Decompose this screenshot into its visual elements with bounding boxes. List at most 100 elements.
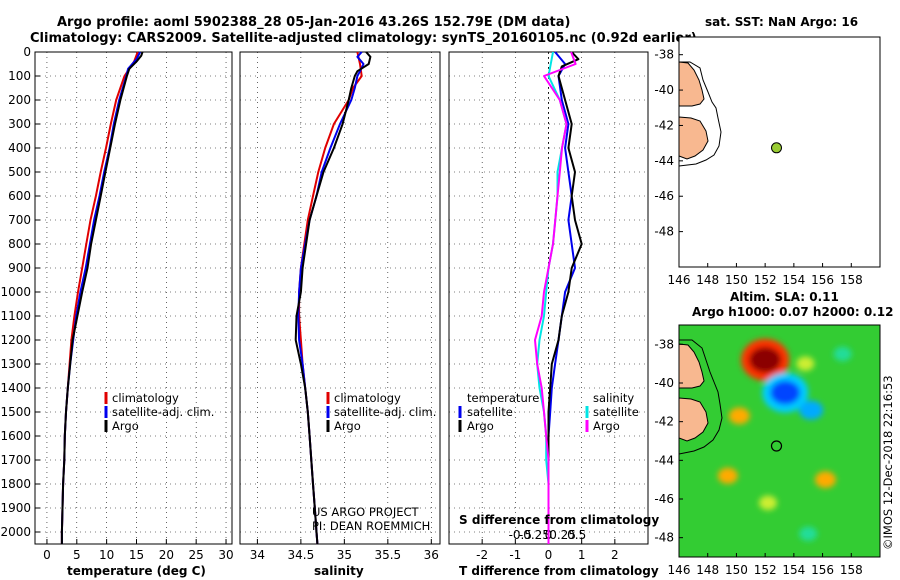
- credit-project: US ARGO PROJECT: [312, 505, 420, 519]
- lon-tick-label: 148: [696, 563, 719, 577]
- sla-map-title: Altim. SLA: 0.11: [730, 290, 839, 304]
- sla-anomaly-cell: [770, 380, 801, 405]
- s-tick-label: 0.25: [549, 528, 576, 542]
- sla-map-ticks: 146 148 150 152 154 156 158 -38 -40 -42 -44 -46 -48: [654, 337, 862, 577]
- depth-tick-label: 800: [8, 237, 31, 251]
- depth-tick-label: 1700: [0, 453, 31, 467]
- sla-anomaly-cell: [749, 347, 782, 373]
- lon-tick-label: 146: [668, 273, 691, 287]
- temperature-series: [60, 51, 144, 544]
- series-line-argo: [294, 51, 372, 545]
- x-tick-label: 25: [189, 548, 204, 562]
- legend-label-t-argo: Argo: [467, 419, 494, 433]
- depth-tick-label: 1500: [0, 405, 31, 419]
- depth-tick-label: 600: [8, 189, 31, 203]
- series-line-s-argo: [534, 51, 577, 544]
- lon-tick-label: 150: [725, 563, 748, 577]
- legend-label-argo: Argo: [112, 419, 139, 433]
- difference-grid: [449, 51, 648, 544]
- salinity-panel: 34 34.5 35 35.5 36 salinity climatology sate…: [239, 51, 441, 578]
- depth-tick-label: 200: [8, 93, 31, 107]
- figure-title-line1: Argo profile: aoml 5902388_28 05-Jan-201…: [57, 15, 570, 30]
- lat-tick-label: -42: [654, 415, 674, 429]
- depth-tick-label: 700: [8, 213, 31, 227]
- salinity-series: [294, 51, 372, 545]
- sla-map-land-tasmania: [679, 397, 709, 442]
- figure-title-line2: Climatology: CARS2009. Satellite-adjuste…: [30, 31, 697, 46]
- x-tick-label: 15: [129, 548, 144, 562]
- x-tick-label: 36: [424, 548, 439, 562]
- lon-tick-label: 158: [840, 273, 863, 287]
- lon-tick-label: 152: [754, 563, 777, 577]
- sla-map-panel: Altim. SLA: 0.11 Argo h1000: 0.07 h2000:…: [654, 290, 893, 577]
- x-tick-label: 5: [73, 548, 81, 562]
- argo-float-marker: [771, 142, 782, 154]
- legend-label-t-satellite: satellite: [467, 405, 513, 419]
- series-line-argo: [60, 51, 144, 544]
- depth-tick-label: 1800: [0, 477, 31, 491]
- lat-tick-label: -40: [654, 83, 674, 97]
- sla-anomaly-cell: [833, 346, 852, 362]
- temperature-x-ticks: 0 5 10 15 20 25 30: [43, 539, 234, 562]
- x-tick-label: 34.5: [288, 548, 315, 562]
- legend-title-temperature: temperature: [467, 391, 539, 405]
- depth-tick-label: 1300: [0, 357, 31, 371]
- difference-series: [534, 51, 583, 544]
- depth-tick-label: 1000: [0, 285, 31, 299]
- temperature-legend: climatology satellite-adj. clim. Argo: [104, 391, 214, 433]
- legend-label-satellite: satellite-adj. clim.: [334, 405, 436, 419]
- difference-legend: temperature satellite Argo salinity sate…: [458, 391, 639, 433]
- depth-tick-label: 1100: [0, 309, 31, 323]
- legend-label-argo: Argo: [334, 419, 361, 433]
- s-tick-label: -0.25: [519, 528, 550, 542]
- x-tick-label: 30: [218, 548, 233, 562]
- t-difference-label: T difference from climatology: [459, 564, 659, 578]
- lon-tick-label: 154: [782, 273, 805, 287]
- lat-tick-label: -44: [654, 154, 674, 168]
- legend-label-climatology: climatology: [112, 391, 179, 405]
- lat-tick-label: -48: [654, 225, 674, 239]
- sla-anomaly-cell: [759, 495, 778, 511]
- lat-tick-label: -38: [654, 337, 674, 351]
- s-difference-label: S difference from climatology: [459, 513, 659, 527]
- legend-label-climatology: climatology: [334, 391, 401, 405]
- depth-tick-label: 500: [8, 165, 31, 179]
- salinity-grid: [240, 51, 440, 544]
- depth-tick-label: 2000: [0, 525, 31, 539]
- argo-float-marker: [770, 440, 783, 452]
- depth-axis: 0 100 200 300 400 500 600 700 800 900 1000 1100 1200…: [0, 45, 40, 539]
- lon-tick-label: 148: [696, 273, 719, 287]
- sst-map-land-mainland: [678, 61, 705, 107]
- sla-anomaly-cell: [799, 400, 824, 420]
- sla-heatmap: [679, 325, 880, 557]
- temperature-axis-label: temperature (deg C): [67, 564, 206, 578]
- sla-map-shelf-contour: [679, 339, 723, 455]
- sla-anomaly-cell: [728, 407, 750, 425]
- depth-tick-label: 1900: [0, 501, 31, 515]
- depth-tick-label: 1400: [0, 381, 31, 395]
- x-tick-label: 35: [337, 548, 352, 562]
- credit-pi: PI: DEAN ROEMMICH: [312, 519, 430, 533]
- lon-tick-label: 156: [811, 563, 834, 577]
- sst-map-title: sat. SST: NaN Argo: 16: [705, 15, 858, 29]
- legend-title-salinity: salinity: [593, 391, 634, 405]
- lon-tick-label: 150: [725, 273, 748, 287]
- legend-label-s-argo: Argo: [593, 419, 620, 433]
- lat-tick-label: -48: [654, 531, 674, 545]
- sla-map-subtitle: Argo h1000: 0.07 h2000: 0.12: [692, 305, 893, 319]
- depth-tick-label: 1200: [0, 333, 31, 347]
- temperature-axes-frame: [34, 51, 233, 545]
- x-tick-label: 0: [43, 548, 51, 562]
- sst-map-shelf-contour: [678, 61, 722, 167]
- sst-map-ticks: 146 148 150 152 154 156 158 -38 -40 -42 -44 -46 -48: [654, 48, 862, 287]
- lat-tick-label: -40: [654, 376, 674, 390]
- lat-tick-label: -38: [654, 48, 674, 62]
- lat-tick-label: -42: [654, 118, 674, 132]
- lon-tick-label: 146: [668, 563, 691, 577]
- depth-tick-label: 400: [8, 141, 31, 155]
- x-tick-label: -2: [476, 548, 488, 562]
- lon-tick-label: 158: [840, 563, 863, 577]
- sst-map-land-tasmania: [678, 116, 709, 160]
- salinity-x-ticks: 34 34.5 35 35.5 36: [250, 539, 439, 562]
